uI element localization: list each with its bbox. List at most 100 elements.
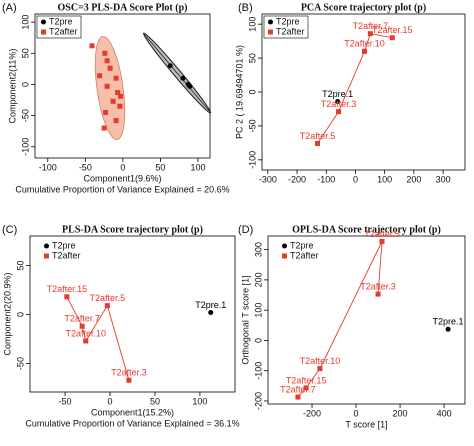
point-label: T2pre.1 xyxy=(195,300,226,310)
x-tick-label: -300 xyxy=(259,174,277,184)
point xyxy=(317,366,323,372)
point xyxy=(389,35,395,41)
point xyxy=(314,141,320,147)
point xyxy=(362,48,368,54)
legend-box xyxy=(263,15,309,39)
subtitle: Cumulative Proportion of Variance Explai… xyxy=(15,184,229,194)
point-label: T2after.15 xyxy=(47,284,88,294)
point xyxy=(110,98,116,104)
legend-label: T2pre xyxy=(276,16,300,26)
panel-label: (D) xyxy=(238,224,253,236)
legend-swatch xyxy=(282,243,287,249)
point-label: T2pre.1 xyxy=(433,317,464,327)
x-tick-label: -100 xyxy=(317,174,335,184)
legend-swatch xyxy=(282,253,287,259)
x-tick-label: -200 xyxy=(288,174,306,184)
point-label: T2after.5 xyxy=(90,293,126,303)
point xyxy=(445,326,451,332)
y-axis-label: Orthogonal T score [1] xyxy=(240,275,250,364)
y-tick-label: 0 xyxy=(20,82,30,87)
legend-swatch xyxy=(44,253,49,259)
x-tick-label: 0 xyxy=(353,174,358,184)
point-label: T2pre.1 xyxy=(322,89,353,99)
point xyxy=(104,83,110,89)
x-axis-label: T score [1] xyxy=(345,419,387,429)
x-axis-label: Component1(15.2%) xyxy=(91,407,174,417)
x-tick-label: -200 xyxy=(303,408,321,418)
x-tick-label: 200 xyxy=(406,174,421,184)
y-tick-label: -100 xyxy=(247,151,257,169)
point xyxy=(367,31,373,37)
x-tick-label: 200 xyxy=(393,408,408,418)
legend-label: T2pre xyxy=(290,240,314,250)
chart-title: PLS-DA Score trajectory plot (p) xyxy=(62,224,203,235)
y-tick-label: 0 xyxy=(253,338,263,343)
point xyxy=(379,238,385,244)
y-axis-label: Component2(11%) xyxy=(7,49,17,124)
point xyxy=(117,103,123,109)
series: T2after.5 T2after.3 T2after.10 T2after.7T2a… xyxy=(300,21,413,147)
x-tick-label: 100 xyxy=(192,396,207,406)
point-label: T2after.7 xyxy=(353,21,389,31)
y-tick-label: 0 xyxy=(15,312,25,317)
subtitle: Cumulative Proportion of Variance Explai… xyxy=(25,418,239,428)
point xyxy=(113,118,119,124)
chart-title: OSC=3 PLS-DA Score Plot (p) xyxy=(58,2,188,13)
panel-label: (C) xyxy=(2,224,17,236)
point-label: T2after.7 xyxy=(64,314,100,324)
point xyxy=(336,109,342,115)
panel-label: (A) xyxy=(2,2,17,14)
x-tick-label: 50 xyxy=(155,162,165,172)
y-tick-label: 0 xyxy=(247,89,257,94)
legend-label: T2pre xyxy=(52,240,76,250)
y-axis-label: PC 2 ( 19.69494701 %) xyxy=(234,45,244,139)
point xyxy=(295,394,301,400)
panel-label: (B) xyxy=(238,2,253,14)
x-tick-label: 0 xyxy=(108,396,113,406)
point xyxy=(83,338,89,344)
point xyxy=(167,63,173,69)
confidence-ellipses xyxy=(94,32,212,140)
x-tick-label: 0 xyxy=(120,162,125,172)
point-label: T2after.10 xyxy=(65,328,106,338)
y-axis-label: Component2(20.9%) xyxy=(2,272,12,355)
point-label: T2after.15 xyxy=(286,375,327,385)
legend-label: T2after xyxy=(276,26,305,36)
y-tick-label: -200 xyxy=(253,392,263,410)
x-tick-label: 100 xyxy=(190,162,205,172)
point xyxy=(126,377,132,383)
y-tick-label: 100 xyxy=(20,15,30,30)
point xyxy=(101,125,107,131)
y-tick-label: -100 xyxy=(253,362,263,380)
legend-box xyxy=(278,240,322,262)
plot-frame xyxy=(29,235,236,393)
point xyxy=(97,73,103,79)
y-tick-label: 100 xyxy=(247,17,257,32)
point xyxy=(180,75,186,81)
y-tick-label: -50 xyxy=(20,109,30,122)
legend-swatch xyxy=(41,19,46,25)
y-tick-label: 200 xyxy=(253,272,263,287)
y-tick-label: -50 xyxy=(247,119,257,132)
x-tick-label: 50 xyxy=(150,396,160,406)
point-label: T2after.7 xyxy=(280,384,316,394)
point xyxy=(104,303,110,309)
chart-title: OPLS-DA Score trajectory plot (p) xyxy=(292,224,441,235)
trajectory-line xyxy=(297,241,383,398)
series: T2pre.1 xyxy=(433,317,464,332)
legend-label: T2after xyxy=(52,250,81,260)
point xyxy=(208,310,214,316)
x-tick-label: 100 xyxy=(377,174,392,184)
y-tick-label: 50 xyxy=(15,260,25,270)
point xyxy=(118,93,124,99)
series xyxy=(89,43,124,131)
x-tick-label: 300 xyxy=(436,174,451,184)
x-tick-label: 400 xyxy=(437,408,452,418)
point xyxy=(113,75,119,81)
